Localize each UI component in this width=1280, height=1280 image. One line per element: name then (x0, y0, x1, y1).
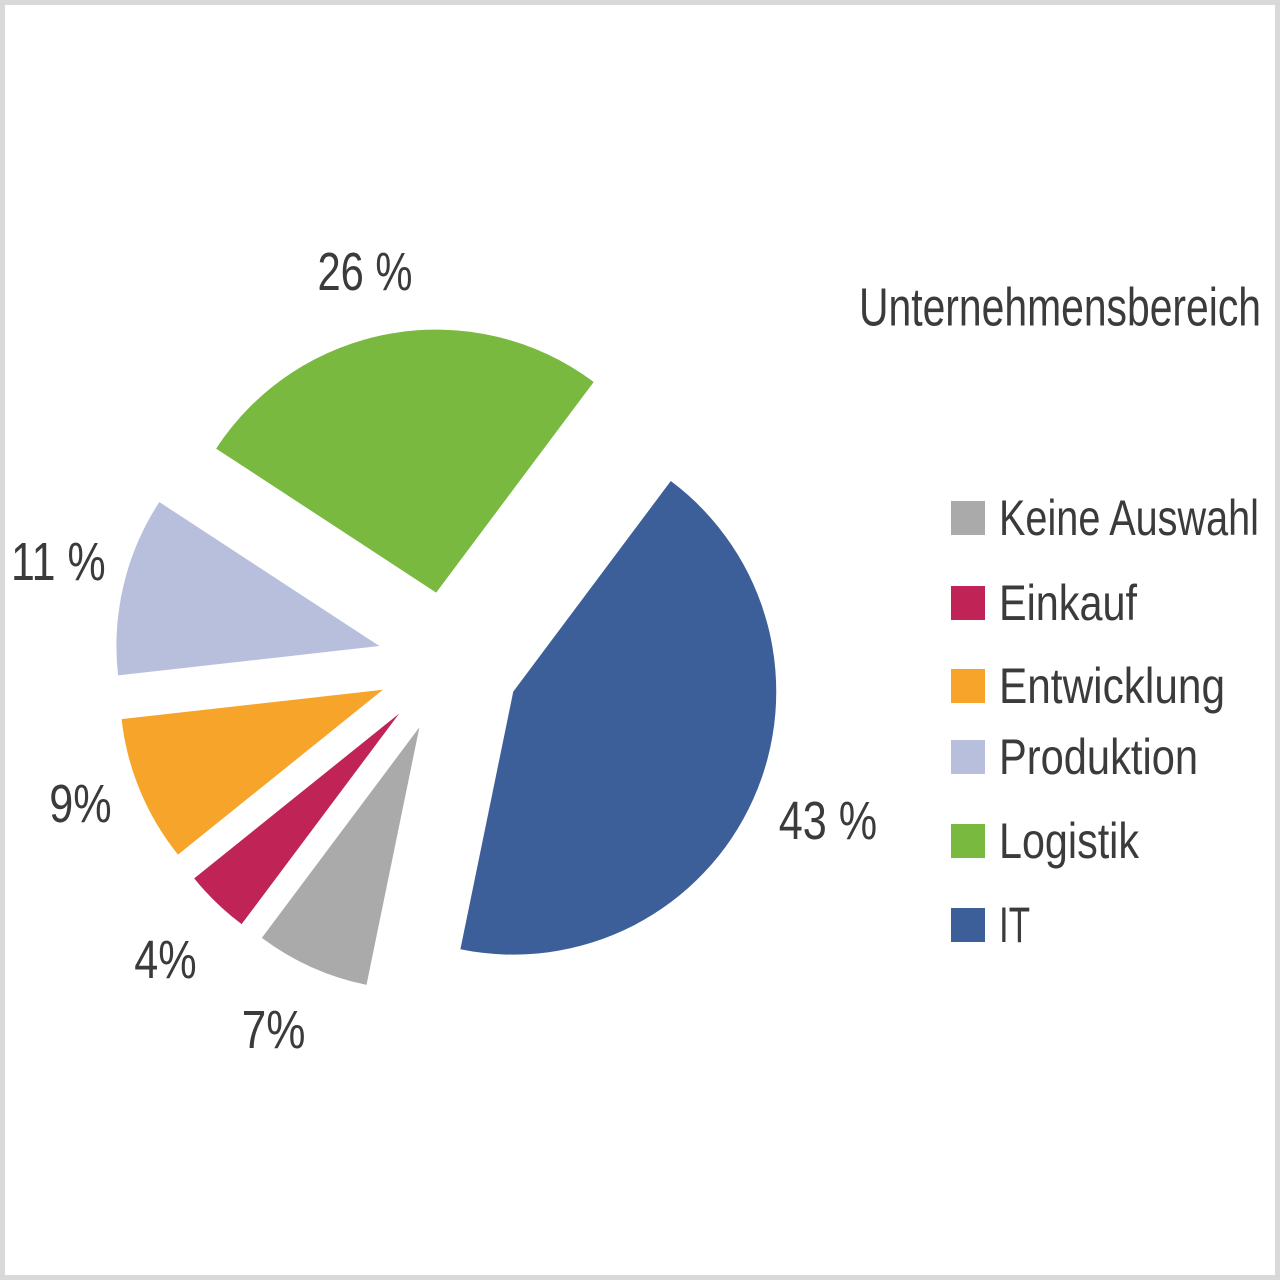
slice-label-produktion: 11 % (11, 532, 106, 592)
slice-labels-group: 7% 4% 9% 11 % 26 % 43 % (11, 242, 877, 1060)
slice-label-it: 43 % (779, 791, 877, 851)
legend-swatch-keine-auswahl (951, 501, 985, 535)
legend-label-it: IT (999, 897, 1030, 953)
legend-label-keine-auswahl: Keine Auswahl (999, 490, 1259, 546)
pie-slice-produktion (116, 502, 380, 676)
legend: Keine Auswahl Einkauf Entwicklung Produk… (951, 490, 1259, 953)
slice-label-keine-auswahl: 7% (242, 1000, 306, 1060)
slice-label-entwicklung: 9% (49, 774, 111, 834)
slice-label-einkauf: 4% (134, 930, 196, 990)
legend-label-einkauf: Einkauf (999, 575, 1137, 631)
legend-item-produktion: Produktion (951, 729, 1198, 785)
pie-slice-logistik (216, 329, 594, 593)
legend-swatch-einkauf (951, 586, 985, 620)
legend-label-entwicklung: Entwicklung (999, 658, 1225, 714)
pie-slice-entwicklung (121, 689, 383, 855)
legend-swatch-it (951, 908, 985, 942)
legend-item-logistik: Logistik (951, 813, 1140, 869)
legend-item-keine-auswahl: Keine Auswahl (951, 490, 1259, 546)
slice-label-logistik: 26 % (318, 242, 413, 302)
legend-label-logistik: Logistik (999, 813, 1140, 869)
legend-swatch-entwicklung (951, 669, 985, 703)
legend-label-produktion: Produktion (999, 729, 1198, 785)
pie-slice-keine-auswahl (261, 727, 420, 985)
legend-item-it: IT (951, 897, 1030, 953)
pie-slice-einkauf (194, 713, 400, 925)
chart-title: Unternehmensbereich (859, 278, 1261, 338)
legend-swatch-produktion (951, 740, 985, 774)
legend-item-einkauf: Einkauf (951, 575, 1137, 631)
legend-item-entwicklung: Entwicklung (951, 658, 1225, 714)
pie-slices-group (116, 329, 777, 985)
pie-slice-it (460, 481, 777, 955)
legend-swatch-logistik (951, 824, 985, 858)
